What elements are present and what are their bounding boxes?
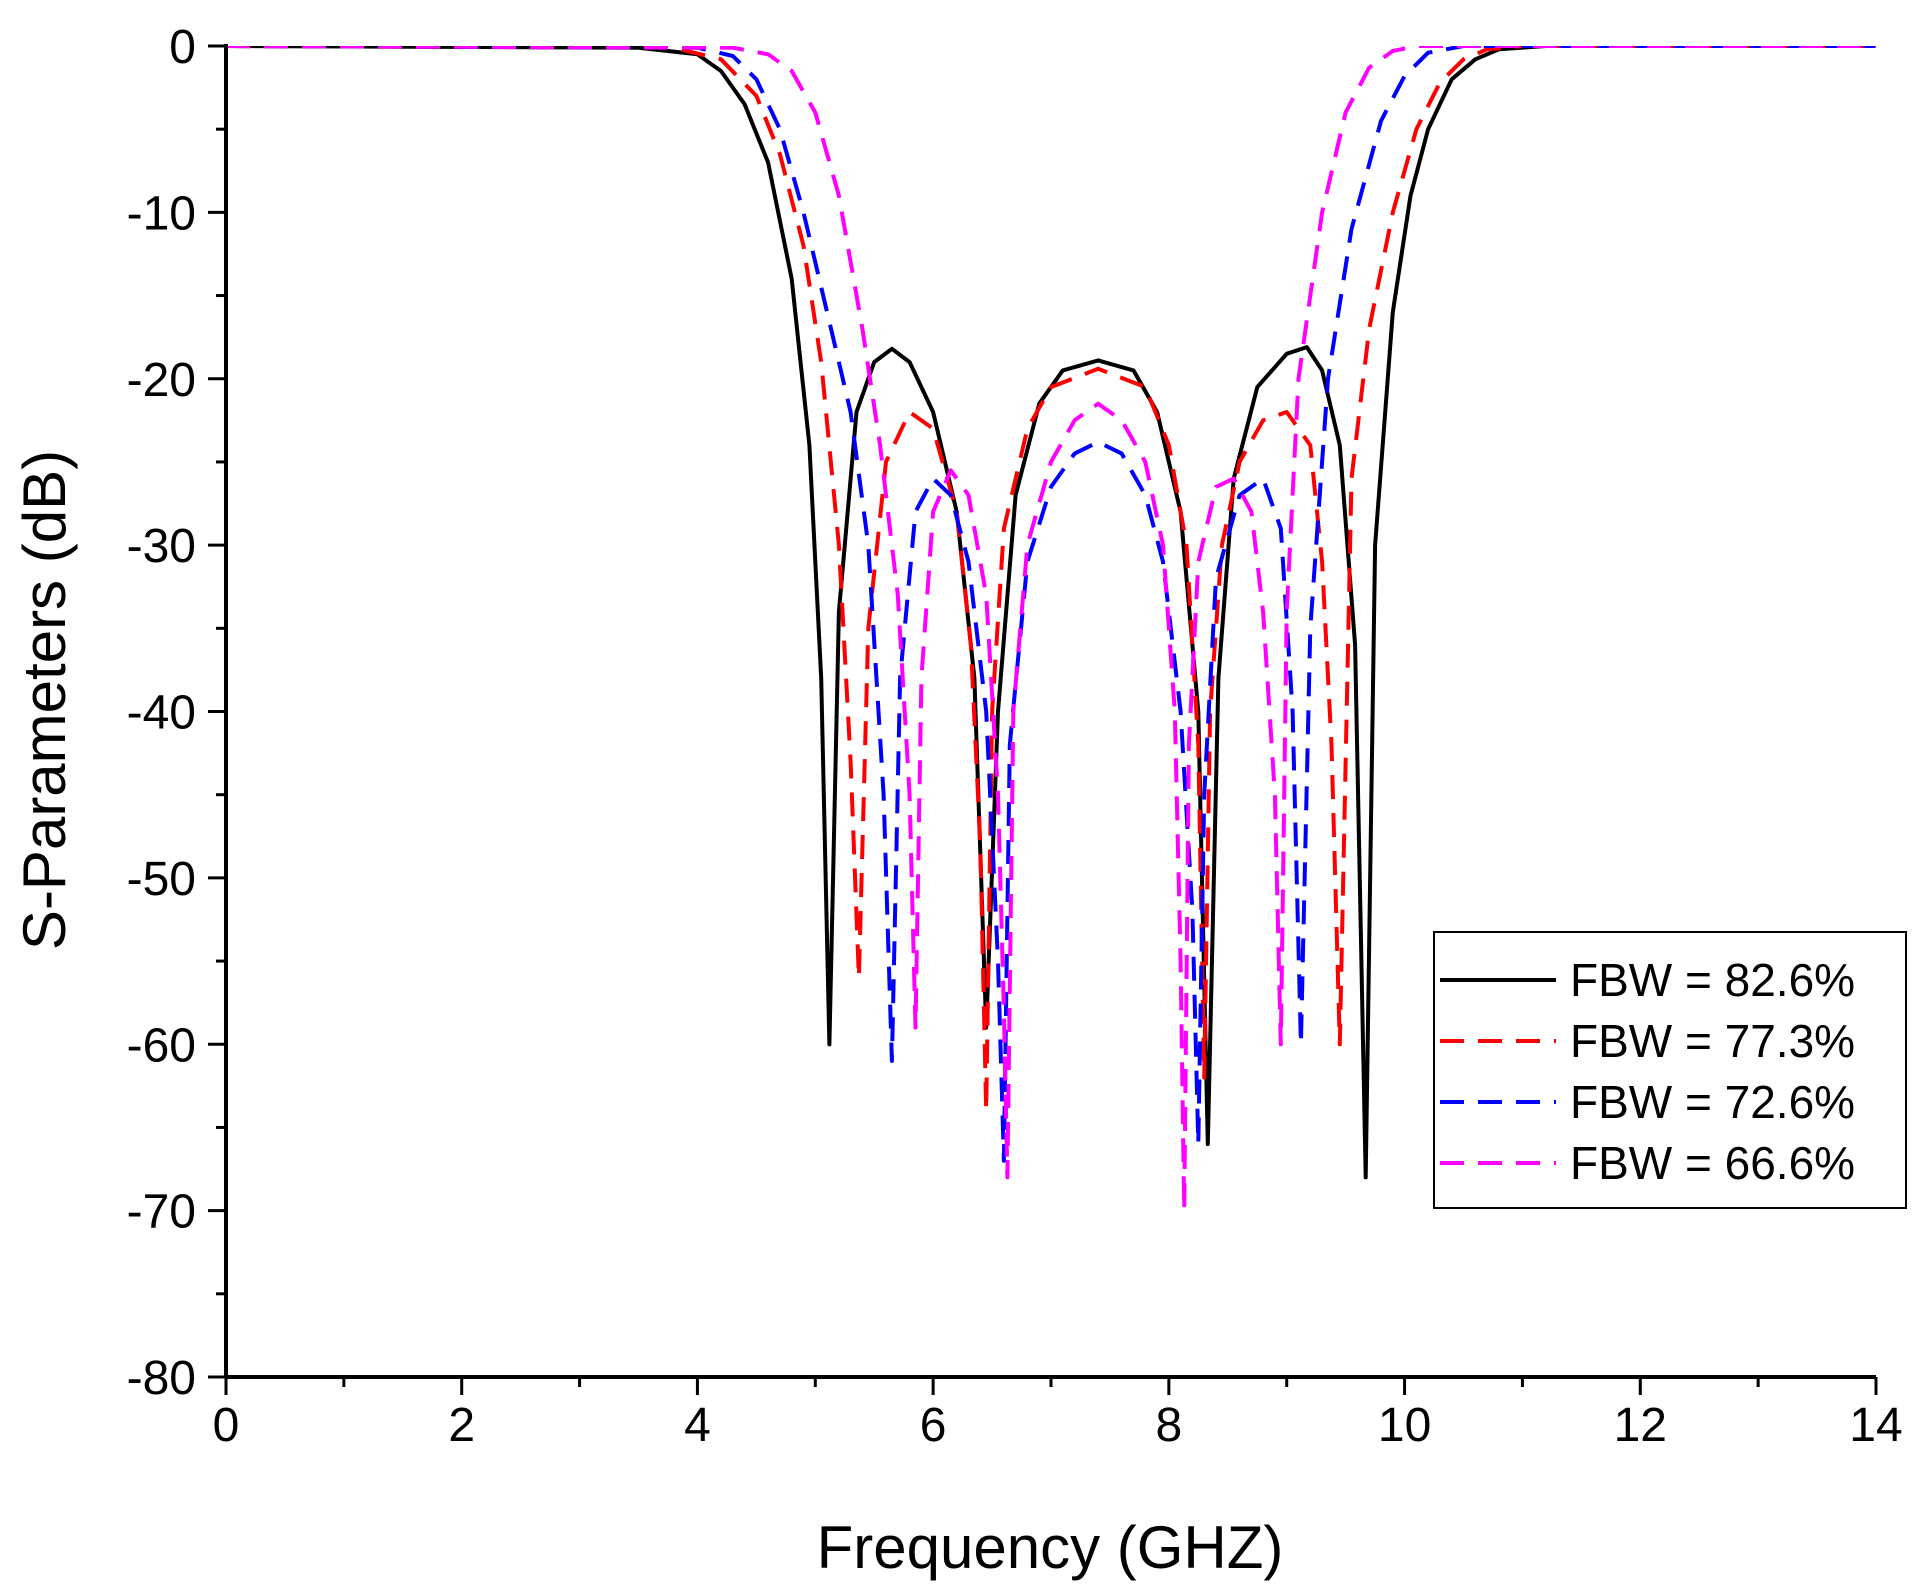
x-tick-label: 2: [448, 1399, 475, 1452]
x-axis-title: Frequency (GHZ): [817, 1514, 1284, 1581]
x-tick-label: 0: [213, 1399, 240, 1452]
x-tick-label: 4: [684, 1399, 711, 1452]
y-tick-label: -10: [127, 187, 196, 240]
y-tick-label: -40: [127, 687, 196, 740]
y-tick-label: -70: [127, 1186, 196, 1239]
legend-label-2: FBW = 77.3%: [1570, 1015, 1855, 1067]
y-tick-label: -60: [127, 1019, 196, 1072]
series-line-1: [226, 46, 1876, 1180]
y-tick-label: 0: [169, 21, 196, 74]
series-line-3: [226, 46, 1876, 1163]
legend-label-3: FBW = 72.6%: [1570, 1076, 1855, 1128]
series-line-2: [226, 46, 1876, 1113]
y-axis-title: S-Parameters (dB): [11, 450, 78, 950]
legend-label-1: FBW = 82.6%: [1570, 954, 1855, 1006]
series-layer: [226, 46, 1876, 1213]
ticks-layer: 0 2 4 6 8 10 12 14 0 -10 -20 -30 -40 -50 -60 -70 -80: [127, 21, 1903, 1452]
x-tick-label: 10: [1378, 1399, 1431, 1452]
x-tick-label: 14: [1849, 1399, 1902, 1452]
legend: FBW = 82.6% FBW = 77.3% FBW = 72.6% FBW = 6…: [1433, 931, 1907, 1209]
y-tick-label: -30: [127, 520, 196, 573]
x-tick-label: 6: [920, 1399, 947, 1452]
x-tick-label: 12: [1614, 1399, 1667, 1452]
y-tick-label: -20: [127, 354, 196, 407]
series-line-4: [226, 46, 1876, 1213]
y-tick-label: -80: [127, 1352, 196, 1405]
x-tick-label: 8: [1156, 1399, 1183, 1452]
y-tick-label: -50: [127, 853, 196, 906]
legend-label-4: FBW = 66.6%: [1570, 1137, 1855, 1189]
